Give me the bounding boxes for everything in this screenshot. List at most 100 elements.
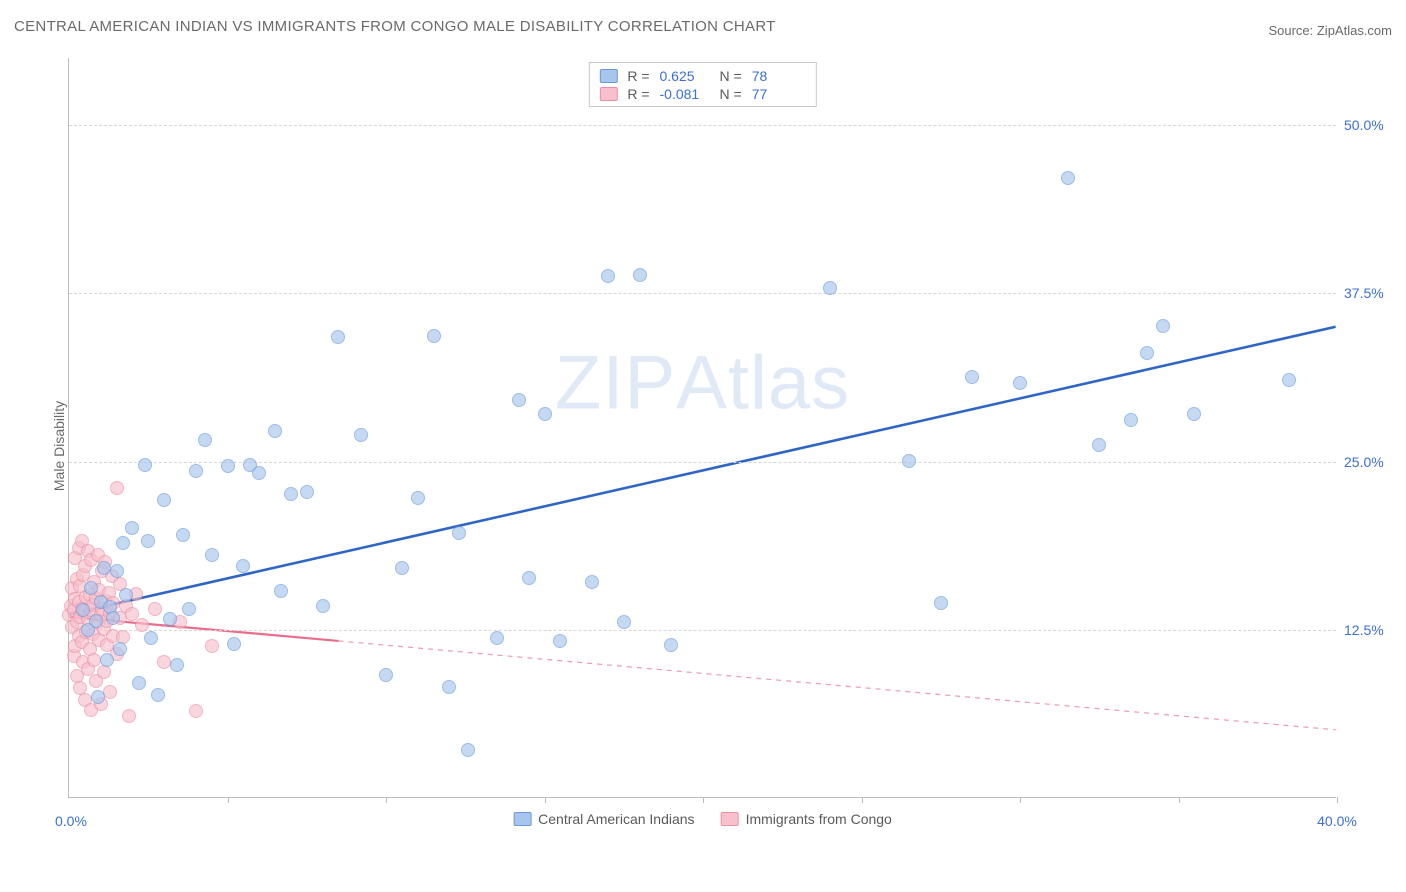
scatter-point: [1282, 373, 1296, 387]
source-attribution: Source: ZipAtlas.com: [1268, 23, 1392, 38]
scatter-point: [252, 466, 266, 480]
scatter-point: [138, 458, 152, 472]
legend-label: Central American Indians: [538, 811, 694, 827]
scatter-point: [633, 268, 647, 282]
scatter-point: [163, 612, 177, 626]
x-tick-label: 0.0%: [55, 813, 87, 829]
scatter-point: [91, 690, 105, 704]
legend-label: Immigrants from Congo: [746, 811, 892, 827]
scatter-point: [189, 704, 203, 718]
scatter-point: [100, 653, 114, 667]
scatter-point: [331, 330, 345, 344]
scatter-point: [284, 487, 298, 501]
scatter-point: [116, 536, 130, 550]
watermark: ZIPAtlas: [555, 340, 850, 427]
scatter-point: [1187, 407, 1201, 421]
scatter-point: [125, 521, 139, 535]
stat-r-label: R =: [627, 86, 649, 102]
scatter-point: [236, 559, 250, 573]
scatter-point: [268, 424, 282, 438]
scatter-point: [490, 631, 504, 645]
x-tick-mark: [1337, 797, 1338, 803]
scatter-point: [902, 454, 916, 468]
x-tick-label: 40.0%: [1317, 813, 1357, 829]
stat-r-value: -0.081: [660, 86, 710, 102]
scatter-point: [170, 658, 184, 672]
y-tick-label: 12.5%: [1344, 622, 1398, 638]
scatter-point: [395, 561, 409, 575]
scatter-point: [442, 680, 456, 694]
scatter-point: [538, 407, 552, 421]
scatter-point: [148, 602, 162, 616]
scatter-point: [1156, 319, 1170, 333]
scatter-point: [198, 433, 212, 447]
x-tick-mark: [1179, 797, 1180, 803]
scatter-point: [1124, 413, 1138, 427]
x-tick-mark: [545, 797, 546, 803]
source-name: ZipAtlas.com: [1317, 23, 1392, 38]
regression-lines: [69, 58, 1336, 797]
x-tick-mark: [1020, 797, 1021, 803]
scatter-point: [110, 481, 124, 495]
scatter-point: [76, 603, 90, 617]
scatter-point: [135, 618, 149, 632]
scatter-point: [512, 393, 526, 407]
scatter-point: [151, 688, 165, 702]
scatter-point: [110, 564, 124, 578]
gridline-h: [69, 125, 1336, 126]
scatter-point: [221, 459, 235, 473]
scatter-point: [1061, 171, 1075, 185]
scatter-point: [300, 485, 314, 499]
x-tick-mark: [228, 797, 229, 803]
stats-row: R =0.625N =78: [599, 67, 801, 85]
legend-swatch: [513, 812, 531, 826]
stat-r-label: R =: [627, 68, 649, 84]
scatter-point: [427, 329, 441, 343]
scatter-point: [132, 676, 146, 690]
chart-title: CENTRAL AMERICAN INDIAN VS IMMIGRANTS FR…: [14, 18, 776, 35]
scatter-point: [205, 548, 219, 562]
scatter-point: [1092, 438, 1106, 452]
scatter-point: [452, 526, 466, 540]
scatter-point: [553, 634, 567, 648]
x-tick-mark: [703, 797, 704, 803]
scatter-point: [205, 639, 219, 653]
scatter-point: [122, 709, 136, 723]
scatter-point: [106, 611, 120, 625]
scatter-point: [157, 493, 171, 507]
scatter-point: [601, 269, 615, 283]
scatter-point: [89, 614, 103, 628]
stat-n-value: 77: [752, 86, 802, 102]
legend-swatch: [721, 812, 739, 826]
scatter-point: [274, 584, 288, 598]
stats-row: R = -0.081 N = 77: [599, 85, 801, 103]
scatter-point: [585, 575, 599, 589]
plot-area: ZIPAtlas R =0.625N =78R =-0.081N =77 Cen…: [68, 58, 1336, 798]
stats-legend: R =0.625N =78R =-0.081N =77: [588, 62, 816, 107]
scatter-point: [316, 599, 330, 613]
scatter-point: [1140, 346, 1154, 360]
stat-n-label: N =: [720, 86, 742, 102]
legend-item: Immigrants from Congo: [721, 811, 892, 827]
y-tick-label: 37.5%: [1344, 285, 1398, 301]
legend-swatch: [599, 69, 617, 83]
scatter-point: [522, 571, 536, 585]
y-tick-label: 25.0%: [1344, 454, 1398, 470]
stat-r-value: 0.625: [660, 68, 710, 84]
scatter-point: [97, 665, 111, 679]
gridline-h: [69, 462, 1336, 463]
scatter-point: [461, 743, 475, 757]
scatter-point: [354, 428, 368, 442]
x-tick-mark: [386, 797, 387, 803]
scatter-point: [84, 581, 98, 595]
scatter-point: [823, 281, 837, 295]
watermark-thin: Atlas: [676, 341, 850, 426]
scatter-point: [182, 602, 196, 616]
scatter-point: [141, 534, 155, 548]
gridline-h: [69, 293, 1336, 294]
series-legend: Central American Indians Immigrants from …: [513, 811, 892, 827]
x-tick-mark: [862, 797, 863, 803]
scatter-point: [103, 685, 117, 699]
stat-n-label: N =: [720, 68, 742, 84]
gridline-h: [69, 630, 1336, 631]
